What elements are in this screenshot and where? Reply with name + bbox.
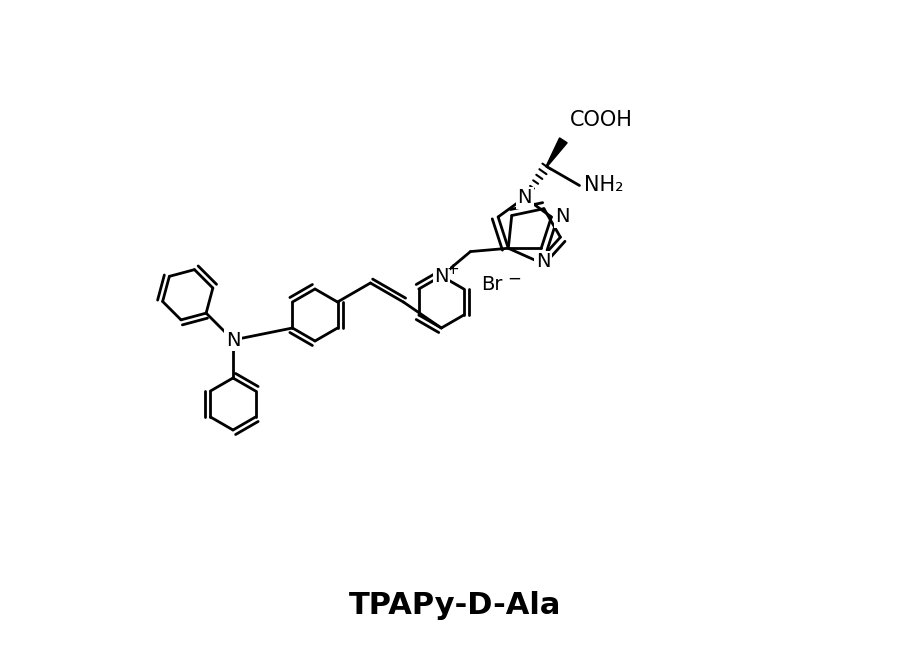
Text: Br: Br bbox=[481, 274, 503, 293]
Text: N: N bbox=[434, 267, 449, 286]
Text: N: N bbox=[536, 252, 551, 271]
Text: TPAPy-D-Ala: TPAPy-D-Ala bbox=[349, 591, 561, 620]
Text: COOH: COOH bbox=[571, 110, 633, 130]
Text: N: N bbox=[518, 188, 532, 207]
Text: +: + bbox=[446, 261, 459, 276]
Polygon shape bbox=[546, 138, 567, 167]
Text: −: − bbox=[508, 270, 521, 288]
Text: N: N bbox=[555, 208, 570, 227]
Text: N: N bbox=[226, 331, 240, 350]
Text: NH₂: NH₂ bbox=[584, 176, 624, 195]
